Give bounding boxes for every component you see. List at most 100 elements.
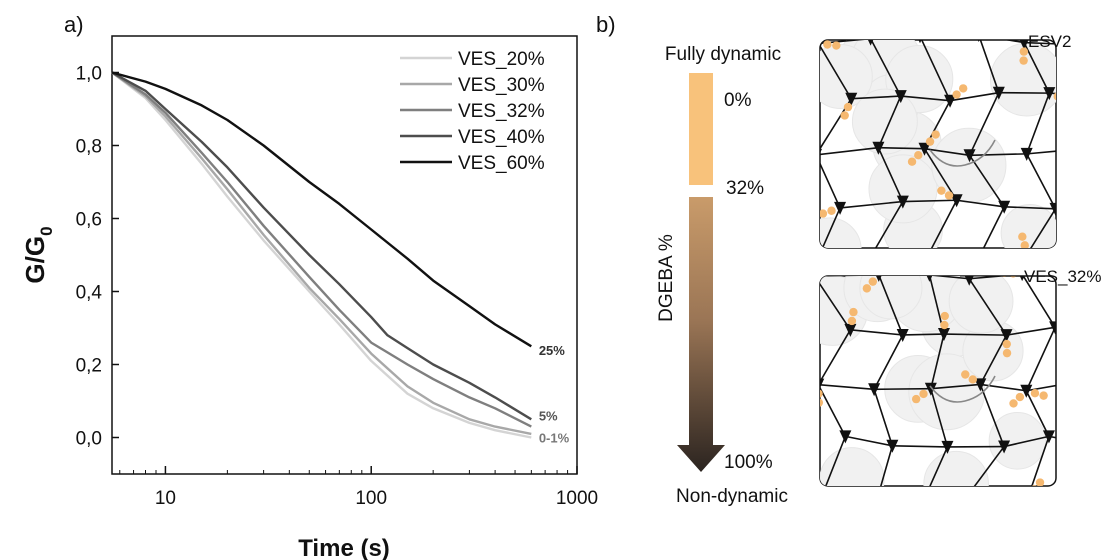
network-edge: [877, 493, 927, 501]
y-tick-label: 1,0: [76, 64, 102, 85]
network-junction: [1020, 147, 1033, 161]
network-edge: [1076, 208, 1101, 259]
network-edge: [900, 95, 951, 102]
network-edge: [924, 147, 970, 157]
network-bead: [931, 130, 940, 139]
network-bead: [1019, 47, 1029, 56]
network-edge: [1021, 276, 1056, 328]
network-bead: [1063, 252, 1071, 260]
network-edge: [1027, 254, 1076, 259]
dynamic-segment: [689, 73, 713, 185]
network-edge: [892, 444, 948, 448]
network-bead: [1081, 504, 1089, 512]
network-edge: [1026, 148, 1056, 155]
network-edge: [820, 43, 852, 100]
network-cell: [868, 154, 938, 224]
network-bead: [868, 277, 878, 286]
network-edge: [969, 494, 1028, 497]
network-bead: [925, 137, 935, 146]
dgeba-gradient-arrow: [677, 197, 725, 472]
network-junction: [1042, 430, 1055, 444]
network-edge: [979, 384, 1005, 447]
network-bead: [921, 25, 929, 33]
network-bead: [864, 499, 872, 507]
network-edge: [1081, 149, 1102, 208]
network-cell: [820, 447, 885, 486]
network-junction: [1075, 143, 1087, 156]
network-bead: [1067, 214, 1075, 222]
network-bead: [940, 320, 949, 330]
network-bead: [1011, 504, 1019, 512]
network-ves32: VES_32%: [809, 256, 1116, 514]
network-edge: [930, 388, 949, 448]
network-junction: [845, 92, 858, 106]
network-bead: [811, 48, 819, 56]
network-junction: [839, 430, 852, 444]
network-junction: [1020, 384, 1033, 398]
network-cell: [1000, 203, 1056, 248]
network-junction: [859, 260, 871, 273]
network-bead: [944, 191, 954, 200]
network-bead: [864, 493, 872, 501]
series-line-ves-40-: [111, 71, 532, 421]
network-edge: [930, 383, 981, 390]
network-bead: [1035, 478, 1045, 486]
network-edge: [968, 278, 1008, 336]
network-bead: [1018, 232, 1027, 241]
network-bead: [914, 256, 922, 264]
network-bead: [1078, 496, 1086, 504]
network-bead: [805, 134, 813, 142]
legend: VES_20% VES_30% VES_32% VES_40% VES_60%: [400, 49, 545, 174]
y-tick-label: 0,2: [76, 356, 102, 377]
network-edge: [820, 329, 852, 386]
network-junction: [918, 142, 931, 156]
series-line-ves-60-: [111, 71, 532, 348]
x-ticks: 10 100 1000: [119, 466, 598, 509]
legend-label: VES_30%: [458, 75, 545, 96]
network-junction: [998, 440, 1011, 454]
network-bead: [862, 284, 872, 293]
network-edge: [873, 334, 904, 390]
network-bead: [855, 491, 863, 499]
network-bead: [1085, 147, 1093, 155]
network-edge: [930, 333, 945, 389]
network-bead: [888, 506, 896, 514]
network-junction: [921, 487, 933, 500]
curve-annotation: 25%: [539, 343, 565, 358]
network-edge: [869, 40, 902, 97]
network-junction: [1021, 248, 1033, 261]
series-line-ves-30-: [111, 71, 532, 436]
network-bead: [1110, 342, 1116, 350]
network-bead: [1081, 59, 1089, 67]
network-bead: [820, 209, 828, 218]
network-bead: [808, 142, 816, 150]
network-bead: [1086, 285, 1094, 293]
network-junction: [1096, 202, 1108, 215]
network-edge: [877, 147, 904, 202]
network-edge: [865, 263, 923, 265]
network-edge: [902, 199, 957, 203]
network-cell: [923, 450, 989, 486]
network-junction: [941, 440, 954, 454]
network-bead: [809, 388, 817, 396]
network-edge: [929, 276, 970, 280]
network-edge: [1086, 380, 1105, 446]
network-edge: [1086, 334, 1101, 380]
fully-dynamic-label: Fully dynamic: [665, 44, 781, 65]
network-bead: [914, 150, 923, 160]
network-bead: [1030, 388, 1040, 398]
network-cell: [851, 88, 918, 155]
y-ticks: 0,0 0,2 0,4 0,6 0,8 1,0: [76, 64, 119, 450]
network-edge: [820, 154, 841, 209]
plot-frame: [111, 35, 578, 475]
network-junction: [1095, 328, 1107, 341]
network-edge: [845, 435, 893, 447]
network-junction: [868, 383, 881, 397]
network-junction: [1100, 440, 1112, 453]
network-junction: [998, 200, 1011, 214]
network-bead: [959, 84, 968, 93]
panel-b-label: b): [596, 12, 616, 37]
network-cell: [859, 276, 923, 320]
network-edge: [956, 199, 1005, 208]
network-bead: [940, 495, 948, 503]
